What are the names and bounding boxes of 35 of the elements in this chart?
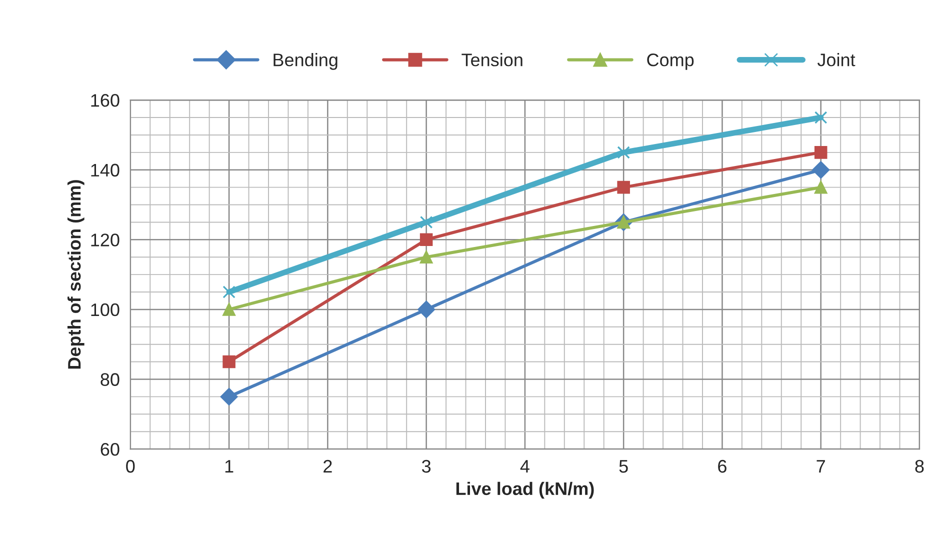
point — [222, 303, 236, 316]
y-tick-label: 60 — [100, 442, 120, 456]
y-tick-label: 100 — [91, 303, 120, 316]
legend-label: Comp — [647, 54, 694, 70]
point — [420, 233, 433, 246]
legend-label: Tension — [462, 53, 522, 66]
x-tick-label: 3 — [422, 460, 431, 473]
y-tick-label: 80 — [100, 373, 120, 386]
x-tick-label: 2 — [324, 460, 332, 473]
y-tick-label: 160 — [91, 94, 120, 107]
point — [418, 300, 436, 318]
point — [812, 161, 830, 179]
x-tick-label: 7 — [816, 460, 825, 473]
y-tick-label: 120 — [91, 234, 120, 246]
point — [420, 216, 433, 229]
legend-label: Joint — [817, 53, 856, 66]
x-tick-label: 8 — [915, 460, 924, 473]
x-tick-label: 0 — [126, 460, 135, 473]
point — [814, 111, 828, 124]
x-tick-label: 4 — [520, 460, 530, 473]
x-tick-label: 6 — [718, 460, 726, 473]
point — [814, 180, 828, 194]
x-axis-title: Live load (kN/m) — [456, 482, 594, 499]
x-tick-label: 5 — [619, 460, 628, 473]
point — [222, 355, 236, 368]
point — [617, 146, 630, 159]
x-tick-label: 1 — [225, 460, 234, 473]
point — [617, 180, 630, 194]
y-tick-label: 140 — [91, 164, 120, 177]
legend-label: Bending — [274, 53, 338, 70]
point — [814, 146, 828, 159]
point — [222, 286, 236, 298]
point — [220, 388, 238, 406]
point — [420, 250, 433, 264]
y-axis-title: Depth of section (mm) — [67, 180, 84, 369]
